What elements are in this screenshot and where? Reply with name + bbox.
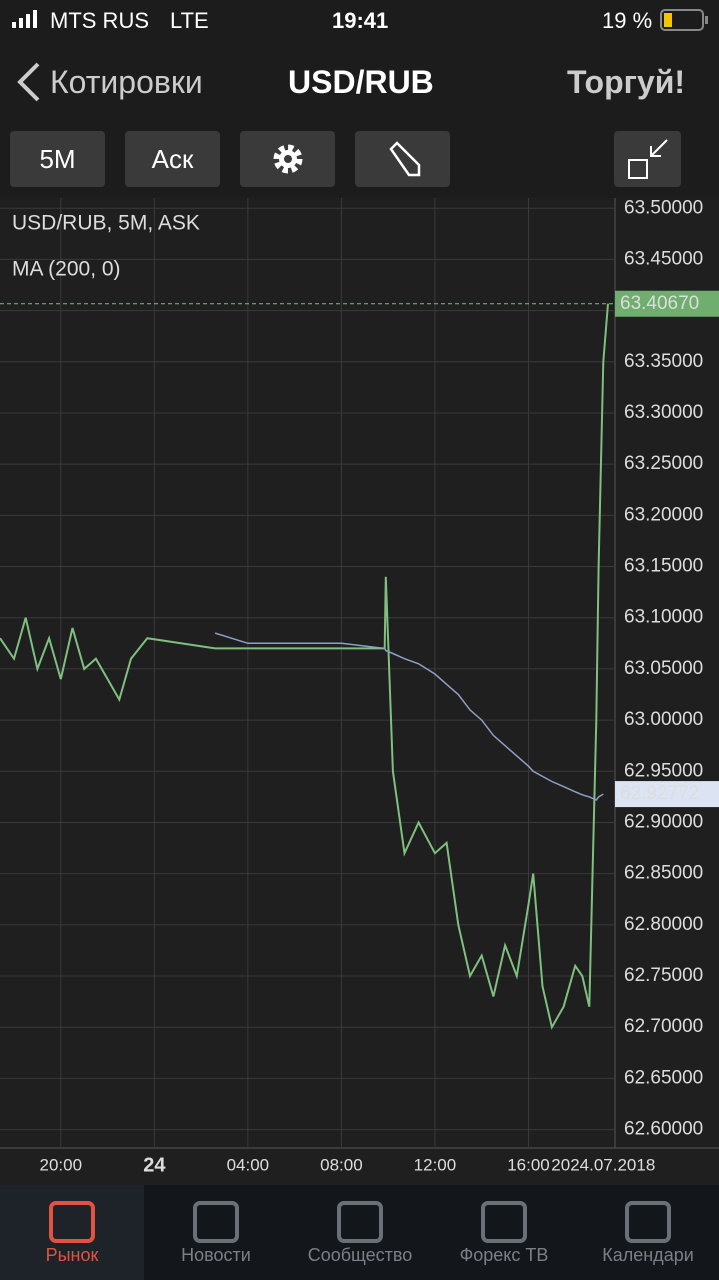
tab-label: Сообщество — [307, 1245, 413, 1265]
tab-icon — [481, 1201, 527, 1243]
price-tag-label: 62.92772 — [620, 783, 699, 804]
y-tick-label: 63.05000 — [624, 658, 703, 679]
timeframe-button[interactable]: 5M — [10, 131, 105, 187]
x-tick-label: 08:00 — [320, 1155, 363, 1174]
fullscreen-button[interactable] — [614, 131, 681, 187]
y-tick-label: 62.95000 — [624, 760, 703, 781]
price-tag-label: 63.40670 — [620, 293, 699, 314]
series-line — [0, 303, 609, 1030]
legend-entry: MA (200, 0) — [12, 258, 121, 281]
network: LTE — [170, 8, 209, 33]
price-side-button[interactable]: Аск — [125, 131, 220, 187]
tab-label: Форекс ТВ — [459, 1245, 549, 1265]
x-tick-label: 24 — [143, 1154, 166, 1176]
tab[interactable]: Форекс ТВ — [432, 1185, 576, 1280]
x-tick-label: 16:00 — [507, 1155, 550, 1174]
tab[interactable]: Рынок — [0, 1185, 144, 1280]
x-tick-label: 20:00 — [40, 1155, 83, 1174]
tab[interactable]: Новости — [144, 1185, 288, 1280]
tab-icon — [625, 1201, 671, 1243]
tab-icon — [337, 1201, 383, 1243]
y-tick-label: 63.15000 — [624, 556, 703, 577]
battery-level: 19 % — [602, 8, 653, 33]
y-tick-label: 63.00000 — [624, 709, 703, 730]
y-tick-label: 63.25000 — [624, 453, 703, 474]
x-tick-label: 12:00 — [414, 1155, 457, 1174]
y-tick-label: 63.35000 — [624, 351, 703, 372]
price-tag — [615, 290, 719, 317]
nav-bar: Котировки USD/RUB Торгуй! — [0, 40, 719, 124]
y-tick-label: 63.10000 — [624, 607, 703, 628]
y-tick-label: 62.70000 — [624, 1016, 703, 1037]
legend-entry: USD/RUB, 5M, ASK — [12, 212, 200, 235]
y-tick-label: 62.80000 — [624, 914, 703, 935]
tab-icon — [193, 1201, 239, 1243]
tab[interactable]: Календари — [576, 1185, 719, 1280]
y-tick-label: 62.65000 — [624, 1067, 703, 1088]
back-button[interactable]: Котировки — [50, 64, 203, 100]
clock: 19:41 — [332, 8, 389, 33]
gear-icon — [273, 144, 302, 174]
carrier: MTS RUS — [50, 8, 149, 33]
status-bar: MTS RUS LTE 19:41 19 % — [0, 0, 719, 40]
chart-background — [0, 198, 719, 1185]
y-tick-label: 63.45000 — [624, 248, 703, 269]
y-tick-label: 63.50000 — [624, 198, 703, 218]
tab-label: Календари — [602, 1245, 694, 1265]
y-tick-label: 62.85000 — [624, 863, 703, 884]
tab-label: Рынок — [45, 1245, 99, 1265]
price-chart: 62.60000 62.65000 62.70000 62.75000 62.80000… — [0, 198, 719, 1185]
x-tick-label: 04:00 — [227, 1155, 270, 1174]
y-tick-label: 63.20000 — [624, 504, 703, 525]
tab-icon — [49, 1201, 95, 1243]
battery-icon — [660, 9, 708, 31]
draw-button[interactable] — [355, 131, 450, 187]
y-tick-label: 62.60000 — [624, 1119, 703, 1140]
nav-title: USD/RUB — [288, 64, 434, 100]
signal-icon — [12, 10, 37, 28]
y-tick-label: 62.90000 — [624, 811, 703, 832]
pencil-icon — [388, 141, 420, 177]
back-arrow[interactable] — [16, 60, 42, 104]
price-tag — [615, 781, 719, 808]
tab-label: Новости — [181, 1245, 251, 1265]
series-line — [214, 632, 604, 801]
settings-button[interactable] — [240, 131, 335, 187]
y-tick-label: 63.30000 — [624, 402, 703, 423]
tab[interactable]: Сообщество — [288, 1185, 432, 1280]
fullscreen-icon — [627, 139, 668, 179]
trade-button[interactable]: Торгуй! — [567, 64, 686, 100]
y-tick-label: 62.75000 — [624, 965, 703, 986]
x-tick-label: 2024.07.2018 — [551, 1155, 655, 1174]
